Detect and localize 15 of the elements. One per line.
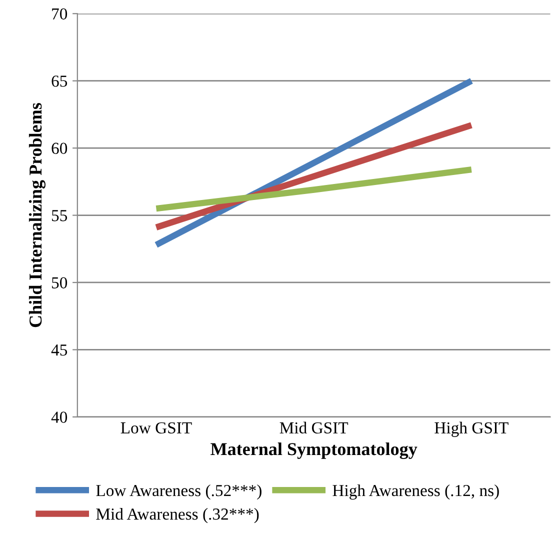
- y-tick-label: 45: [51, 344, 68, 356]
- x-axis-title: Maternal Symptomatology: [210, 442, 418, 460]
- x-tick-label: Mid GSIT: [280, 422, 348, 434]
- y-tick-label: 65: [52, 76, 68, 87]
- y-axis-title: Child Internalizing Problems: [28, 103, 46, 328]
- y-tick-label: 70: [52, 8, 68, 20]
- y-tick-label: 55: [52, 210, 68, 222]
- legend-label: High Awareness (.12, ns): [332, 484, 499, 500]
- y-tick-label: 40: [51, 412, 68, 423]
- y-tick-label: 60: [52, 142, 68, 154]
- legend-label: Mid Awareness (.32***): [96, 508, 259, 524]
- x-tick-label: High GSIT: [434, 422, 508, 437]
- legend-label: Low Awareness (.52***): [96, 484, 262, 500]
- x-tick-label: Low GSIT: [120, 422, 192, 434]
- y-tick-label: 50: [52, 277, 68, 288]
